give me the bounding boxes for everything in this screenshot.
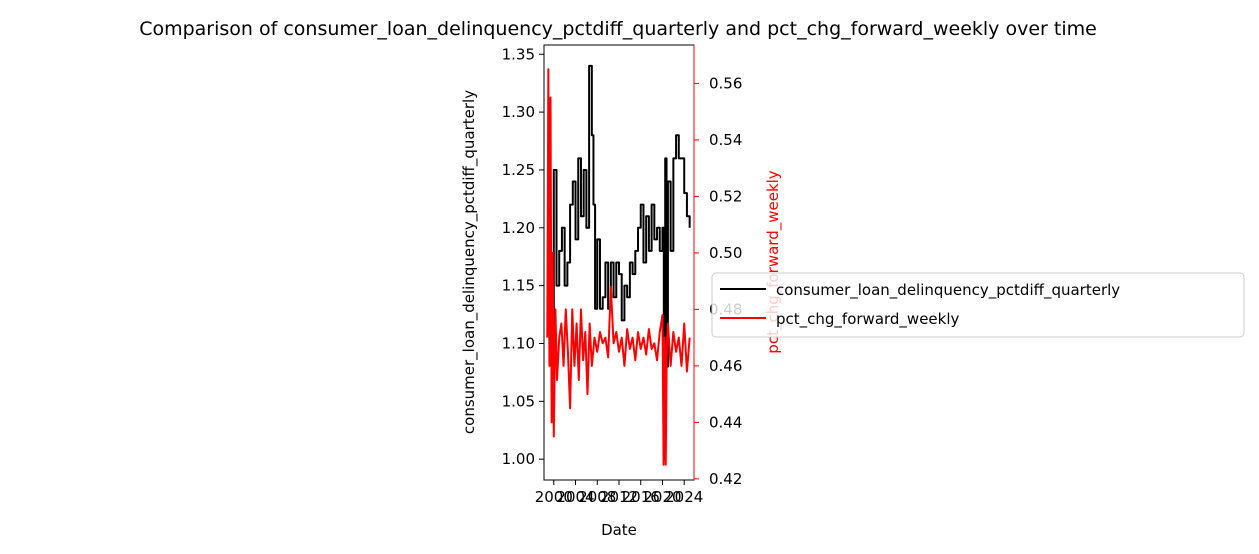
y-left-tick-label: 1.30 [502,103,535,121]
x-tick-label: 2020 [643,488,681,506]
y-left-tick-label: 1.25 [502,161,535,179]
y-right-tick-label: 0.44 [709,413,742,431]
legend-label-left: consumer_loan_delinquency_pctdiff_quarte… [776,281,1120,300]
x-tick-label: 2024 [665,488,703,506]
y-right-tick-label: 0.46 [709,357,742,375]
x-tick-label: 2008 [578,488,616,506]
legend: consumer_loan_delinquency_pctdiff_quarte… [711,272,1245,338]
x-axis-label: Date [601,521,637,539]
x-tick-label: 2000 [535,488,573,506]
legend-box [711,272,1245,338]
y-left-tick-label: 1.10 [502,334,535,352]
x-tick-label: 2004 [556,488,594,506]
y-right-tick-label: 0.50 [709,244,742,262]
y-left-tick-label: 1.15 [502,277,535,295]
y-left-tick-label: 1.00 [502,450,535,468]
y-left-tick-label: 1.20 [502,219,535,237]
y-axis-right: 0.420.440.460.480.500.520.540.56 [693,45,742,488]
series-line-1 [546,68,691,466]
y-right-tick-label: 0.56 [709,74,742,92]
x-tick-label: 2012 [600,488,638,506]
legend-label-right: pct_chg_forward_weekly [776,310,960,329]
plot-area [543,44,695,481]
series-left-line [548,64,691,461]
y-left-tick-label: 1.35 [502,45,535,63]
y-axis-left: 1.00 1.05 1.10 1.15 1.20 1.25 1.30 1.35 [502,45,544,468]
x-tick-label: 2016 [622,488,660,506]
y-left-tick-label: 1.05 [502,392,535,410]
y-axis-left-label: consumer_loan_delinquency_pctdiff_quarte… [460,90,479,434]
series-right-line [546,68,691,466]
y-right-tick-label: 0.52 [709,187,742,205]
chart-title: Comparison of consumer_loan_delinquency_… [139,18,1097,40]
series-line-0 [548,64,691,461]
y-right-tick-label: 0.42 [709,470,742,488]
y-right-tick-label: 0.54 [709,131,742,149]
